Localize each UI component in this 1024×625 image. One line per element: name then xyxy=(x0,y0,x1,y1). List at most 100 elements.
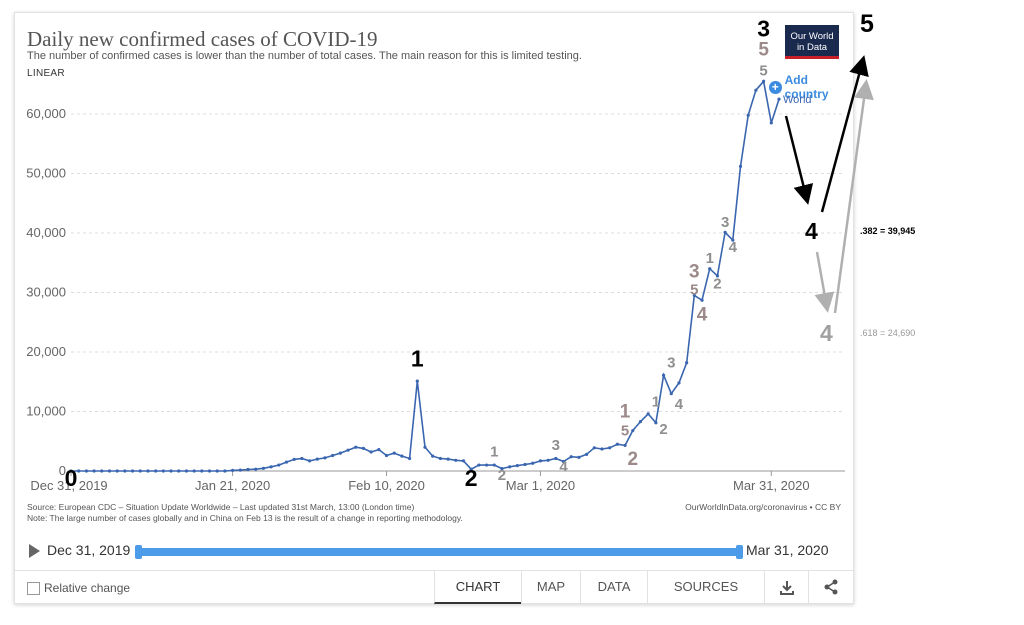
data-point xyxy=(284,460,289,464)
scale-toggle[interactable]: LINEAR xyxy=(27,68,65,79)
data-point xyxy=(446,457,450,461)
data-point xyxy=(508,465,512,469)
wave-label: 0 xyxy=(65,465,78,491)
owid-credit[interactable]: OurWorldInData.org/coronavirus • CC BY xyxy=(685,502,841,512)
data-point xyxy=(254,467,258,471)
data-point xyxy=(69,469,73,473)
data-point xyxy=(269,465,273,469)
data-point xyxy=(177,469,181,473)
data-point xyxy=(561,459,566,464)
y-tick-label: 50,000 xyxy=(26,166,66,181)
data-point xyxy=(169,469,173,473)
wave-label: 1 xyxy=(706,250,714,267)
share-button[interactable] xyxy=(808,571,853,603)
wave-label: 1 xyxy=(620,401,631,422)
data-point xyxy=(107,469,112,473)
data-point xyxy=(477,463,481,467)
footer-bar: Relative change CHART MAP DATA SOURCES xyxy=(15,570,853,604)
data-point xyxy=(492,463,496,467)
fib-382-label: .382 = 39,945 xyxy=(860,226,915,236)
data-point xyxy=(307,459,312,463)
owid-logo[interactable]: Our World in Data xyxy=(785,25,839,59)
share-icon xyxy=(824,579,838,595)
data-point xyxy=(592,446,596,450)
data-point xyxy=(338,451,342,455)
download-button[interactable] xyxy=(764,571,809,603)
data-point xyxy=(654,421,658,425)
wave-label: 4 xyxy=(675,396,684,413)
y-tick-label: 40,000 xyxy=(26,225,66,240)
data-point xyxy=(623,443,627,448)
wave-label: 5 xyxy=(758,40,769,61)
timeline-start: Dec 31, 2019 xyxy=(47,542,131,558)
add-country-button[interactable]: + Add country xyxy=(769,73,853,101)
wave-label: 5 xyxy=(759,62,767,79)
data-point xyxy=(746,113,750,117)
data-point xyxy=(361,446,366,450)
data-point xyxy=(238,468,242,472)
timeline-end: Mar 31, 2020 xyxy=(746,542,829,558)
data-point xyxy=(469,467,473,471)
arrow-down-gray xyxy=(814,251,835,313)
data-point xyxy=(484,463,489,467)
relative-change-checkbox[interactable] xyxy=(27,581,40,595)
timeline-start-handle[interactable] xyxy=(135,545,142,559)
x-tick-label: Feb 10, 2020 xyxy=(348,478,425,493)
data-point xyxy=(377,447,381,452)
data-point xyxy=(777,97,781,101)
data-point xyxy=(523,462,527,467)
data-point xyxy=(754,88,758,92)
data-point xyxy=(354,445,358,449)
tab-chart[interactable]: CHART xyxy=(434,571,521,604)
tab-data[interactable]: DATA xyxy=(580,571,647,603)
data-point xyxy=(423,445,427,449)
data-point xyxy=(300,456,304,461)
arrow-up-black xyxy=(820,55,869,213)
wave-4-black: 4 xyxy=(805,218,818,244)
arrow-up-gray xyxy=(833,79,874,314)
right-margin xyxy=(853,0,1024,625)
wave-label: 4 xyxy=(697,304,708,325)
data-point xyxy=(700,298,704,302)
wave-label: 4 xyxy=(559,459,568,476)
tab-map[interactable]: MAP xyxy=(521,571,580,603)
data-point xyxy=(200,469,204,473)
x-tick-label: Jan 21, 2020 xyxy=(195,478,270,493)
data-point xyxy=(762,79,766,83)
relative-change-toggle[interactable]: Relative change xyxy=(27,581,130,595)
data-point xyxy=(531,461,535,465)
chart-subtitle: The number of confirmed cases is lower t… xyxy=(27,50,582,62)
data-point xyxy=(723,230,727,235)
data-point xyxy=(408,456,412,461)
series-line xyxy=(71,79,780,472)
data-point xyxy=(769,121,773,125)
data-point xyxy=(569,455,573,459)
data-point xyxy=(77,469,81,473)
y-tick-label: 0 xyxy=(59,463,66,478)
data-point xyxy=(454,458,458,462)
data-point xyxy=(400,454,404,458)
tab-sources[interactable]: SOURCES xyxy=(647,571,764,603)
data-point xyxy=(331,453,335,458)
chart-card: Daily new confirmed cases of COVID-19 Th… xyxy=(14,12,854,604)
data-point xyxy=(615,442,619,446)
timeline: Dec 31, 2019 Mar 31, 2020 xyxy=(15,539,853,565)
data-point xyxy=(392,451,396,455)
data-point xyxy=(207,469,212,473)
play-icon[interactable] xyxy=(29,544,40,558)
source-note: Source: European CDC – Situation Update … xyxy=(27,502,463,524)
data-point xyxy=(215,469,219,473)
wave-label: 5 xyxy=(621,422,629,439)
wave-label: 1 xyxy=(411,345,424,371)
data-point xyxy=(130,469,135,473)
wave-label: 1 xyxy=(652,394,660,411)
timeline-end-handle[interactable] xyxy=(736,545,743,559)
wave-label: 5 xyxy=(690,281,698,298)
timeline-track[interactable] xyxy=(138,548,740,556)
data-point xyxy=(731,238,735,242)
data-point xyxy=(184,469,189,473)
x-tick-label: Dec 31, 2019 xyxy=(30,478,107,493)
data-point xyxy=(669,392,673,396)
data-point xyxy=(92,469,96,473)
logo-line-2: in Data xyxy=(796,42,828,53)
